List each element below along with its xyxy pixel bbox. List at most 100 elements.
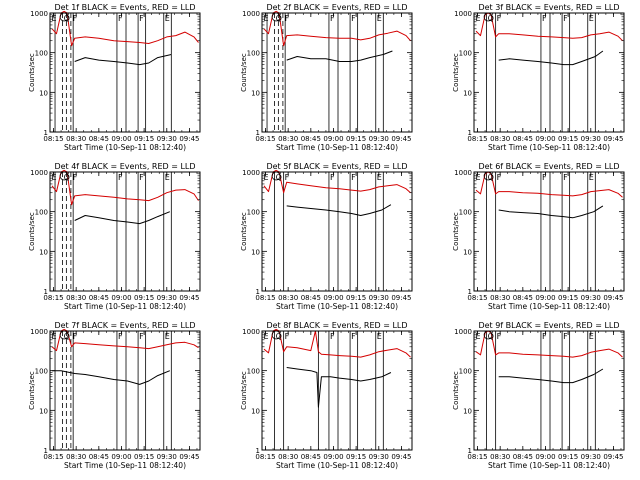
flag-letter-f: F [542, 14, 547, 23]
series-line-events [498, 368, 604, 384]
y-axis-label: Counts/sec [240, 53, 248, 92]
plot-frame [49, 12, 201, 133]
x-tick-label: 09:00 [111, 294, 131, 302]
panel-title: Det 4f BLACK = Events, RED = LLD [54, 162, 195, 171]
y-tick-label: 1000 [242, 169, 260, 177]
flag-letter-q: Q [64, 332, 70, 341]
x-tick-label: 09:15 [558, 453, 578, 461]
x-tick-label: 09:45 [603, 453, 623, 461]
flag-letter-q: Q [276, 173, 282, 182]
y-axis-label: Counts/sec [452, 371, 460, 410]
x-axis-label: Start Time (10-Sep-11 08:12:40) [276, 143, 398, 152]
flag-letter-e: E [52, 332, 57, 341]
flag-letter-q: Q [276, 332, 282, 341]
x-tick-label: 09:30 [369, 453, 389, 461]
series-line-lld [51, 10, 199, 47]
flag-letter-f: F [73, 332, 78, 341]
x-tick-label: 08:30 [66, 294, 86, 302]
y-axis-label: Counts/sec [240, 212, 248, 251]
x-tick-label: 09:15 [558, 135, 578, 143]
y-tick-label: 10 [251, 248, 260, 256]
flag-letter-q: Q [488, 173, 494, 182]
x-tick-label: 09:15 [134, 135, 154, 143]
flag-letter-e: E [377, 332, 382, 341]
series-line-lld [263, 169, 411, 194]
flag-letter-f: F [563, 173, 568, 182]
flag-letter-f: F [497, 14, 502, 23]
y-tick-label: 100 [459, 50, 472, 58]
y-tick-label: 10 [39, 89, 48, 97]
series-line-events [74, 211, 170, 225]
x-tick-label: 09:15 [346, 135, 366, 143]
x-tick-label: 09:30 [369, 294, 389, 302]
x-tick-label: 09:00 [535, 453, 555, 461]
series-line-events [52, 370, 170, 385]
x-tick-label: 09:00 [111, 135, 131, 143]
flag-letter-e: E [589, 332, 594, 341]
y-tick-label: 1 [468, 288, 472, 296]
y-axis-label: Counts/sec [452, 212, 460, 251]
plot-frame [473, 171, 625, 292]
plot-frame [473, 12, 625, 133]
x-axis-label: Start Time (10-Sep-11 08:12:40) [64, 461, 186, 470]
y-tick-label: 1000 [454, 10, 472, 18]
x-tick-label: 09:15 [558, 294, 578, 302]
y-tick-label: 10 [39, 407, 48, 415]
x-tick-label: 08:45 [89, 453, 109, 461]
flag-letter-f: F [118, 14, 123, 23]
panel-title: Det 2f BLACK = Events, RED = LLD [266, 3, 407, 12]
series-line-lld [263, 10, 411, 47]
x-tick-label: 08:45 [513, 135, 533, 143]
panel-title: Det 7f BLACK = Events, RED = LLD [54, 321, 195, 330]
flag-letter-f: F [563, 332, 568, 341]
x-tick-label: 08:15 [255, 294, 275, 302]
flag-letter-e: E [165, 14, 170, 23]
y-tick-label: 10 [463, 407, 472, 415]
plot-frame [261, 171, 413, 292]
y-tick-label: 10 [463, 248, 472, 256]
y-tick-label: 1000 [454, 328, 472, 336]
x-axis-label: Start Time (10-Sep-11 08:12:40) [276, 461, 398, 470]
panel-title: Det 9f BLACK = Events, RED = LLD [478, 321, 619, 330]
flag-letter-q: Q [276, 14, 282, 23]
y-tick-label: 100 [35, 368, 48, 376]
flag-letter-f: F [330, 14, 335, 23]
y-tick-label: 100 [247, 209, 260, 217]
flag-letter-e: E [476, 173, 481, 182]
flag-letter-e: E [165, 332, 170, 341]
x-tick-label: 09:00 [323, 294, 343, 302]
y-tick-label: 100 [35, 209, 48, 217]
flag-letter-f: F [73, 14, 78, 23]
y-axis-label: Counts/sec [28, 212, 36, 251]
x-tick-label: 08:15 [255, 453, 275, 461]
x-axis-label: Start Time (10-Sep-11 08:12:40) [488, 143, 610, 152]
x-tick-label: 09:00 [323, 453, 343, 461]
y-tick-label: 1000 [30, 10, 48, 18]
panel-title: Det 6f BLACK = Events, RED = LLD [478, 162, 619, 171]
flag-letter-e: E [476, 14, 481, 23]
flag-letter-f: F [118, 332, 123, 341]
flag-letter-e: E [589, 14, 594, 23]
y-tick-label: 1 [44, 288, 48, 296]
flag-letter-f: F [285, 332, 290, 341]
x-tick-label: 09:15 [134, 453, 154, 461]
x-tick-label: 08:45 [301, 135, 321, 143]
x-tick-label: 08:15 [467, 294, 487, 302]
flag-letter-e: E [476, 332, 481, 341]
flag-letter-e: E [264, 173, 269, 182]
series-line-events [286, 204, 392, 216]
x-tick-label: 09:45 [179, 453, 199, 461]
flag-letter-f: F [285, 173, 290, 182]
panel-title: Det 3f BLACK = Events, RED = LLD [478, 3, 619, 12]
plot-frame [261, 12, 413, 133]
y-tick-label: 10 [251, 89, 260, 97]
y-tick-label: 1 [44, 447, 48, 455]
y-tick-label: 10 [39, 248, 48, 256]
panel-title: Det 5f BLACK = Events, RED = LLD [266, 162, 407, 171]
x-tick-label: 08:15 [43, 294, 63, 302]
